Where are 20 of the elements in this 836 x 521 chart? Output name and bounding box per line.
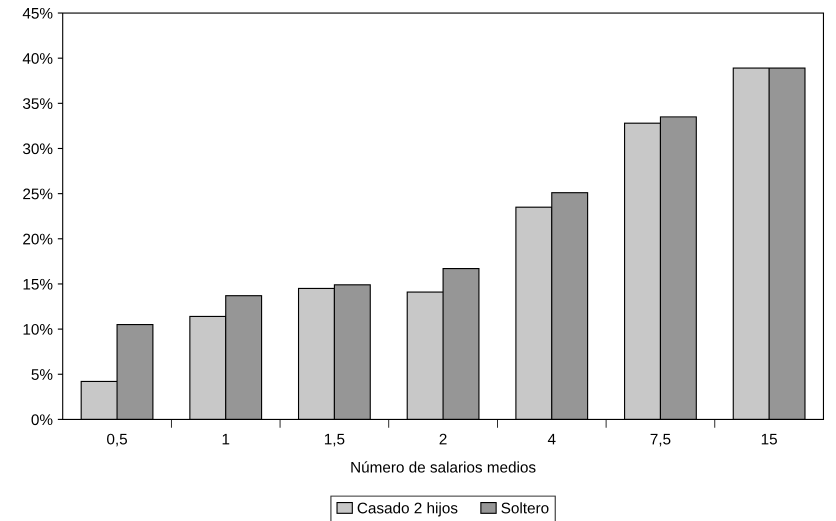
x-tick-label: 1 [222, 434, 230, 444]
y-tick-label: 35% [22, 98, 52, 110]
x-tick-label: 15 [762, 434, 777, 445]
y-tick-label: 20% [23, 234, 52, 244]
x-axis-title: Número de salarios medios [351, 461, 536, 473]
y-tick-label: 45% [22, 8, 52, 19]
y-tick-label: 30% [22, 143, 52, 154]
y-tick-label: 0% [31, 414, 52, 426]
x-tick-label: 1,5 [324, 434, 344, 446]
x-tick-label: 7,5 [650, 434, 670, 446]
legend-label: Soltero [501, 502, 548, 514]
y-tick-label: 15% [24, 278, 52, 290]
y-tick-label: 40% [22, 53, 52, 64]
y-tick-label: 5% [32, 369, 52, 380]
legend-label: Casado 2 hijos [358, 502, 458, 516]
y-tick-label: 10% [24, 324, 52, 335]
x-tick-label: 4 [548, 434, 556, 444]
x-tick-label: 0,5 [107, 434, 128, 446]
y-tick-label: 25% [23, 188, 52, 200]
x-tick-label: 2 [440, 434, 447, 444]
